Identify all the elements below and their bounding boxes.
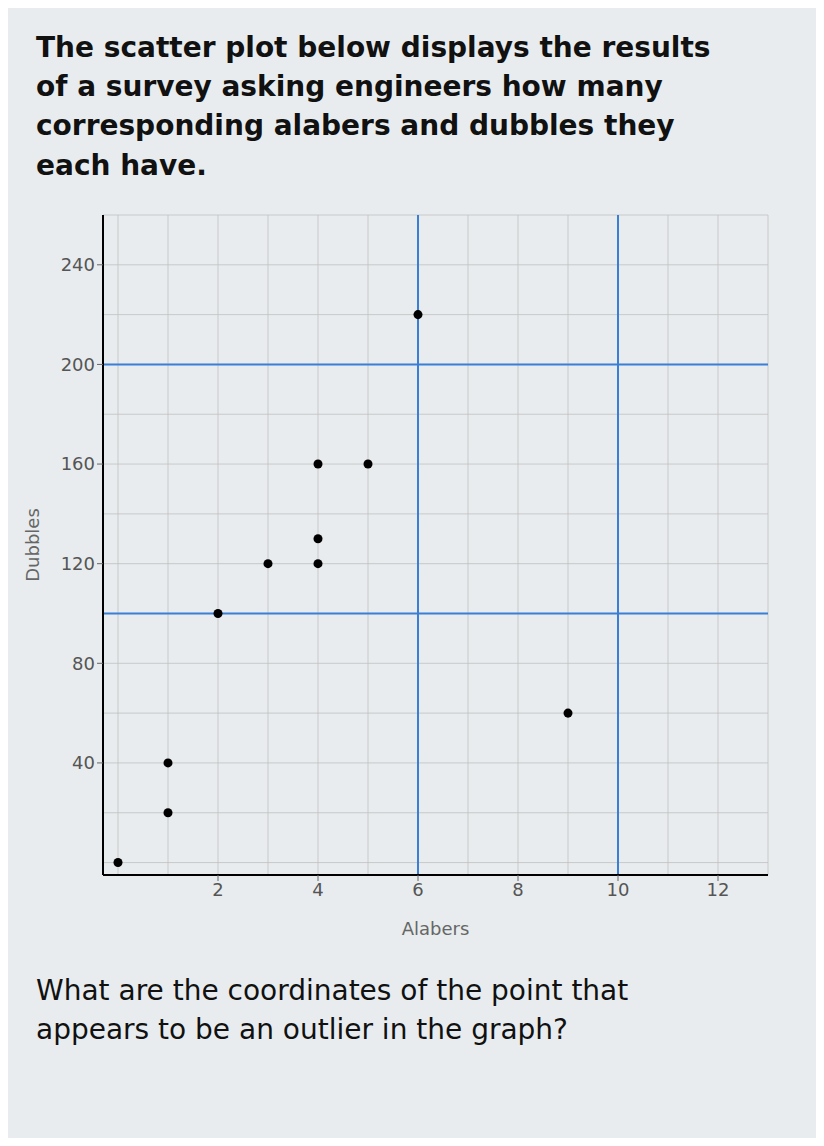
svg-text:Dubbles: Dubbles [22,508,43,582]
svg-text:6: 6 [412,879,423,900]
svg-text:160: 160 [61,453,95,474]
svg-text:4: 4 [312,879,323,900]
svg-text:200: 200 [61,354,95,375]
svg-text:120: 120 [61,553,95,574]
svg-text:80: 80 [72,652,95,673]
svg-text:2: 2 [212,879,223,900]
html-text:What are the coordinates of th: What are the coordinates of the point th… [36,973,629,1046]
svg-text:8: 8 [512,879,523,900]
html-text:The scatter plot below display: The scatter plot below displays the resu… [36,31,711,182]
svg-text:10: 10 [607,879,630,900]
svg-text:240: 240 [61,254,95,275]
svg-text:Alabers: Alabers [402,918,470,939]
svg-text:40: 40 [72,752,95,773]
svg-text:12: 12 [707,879,730,900]
